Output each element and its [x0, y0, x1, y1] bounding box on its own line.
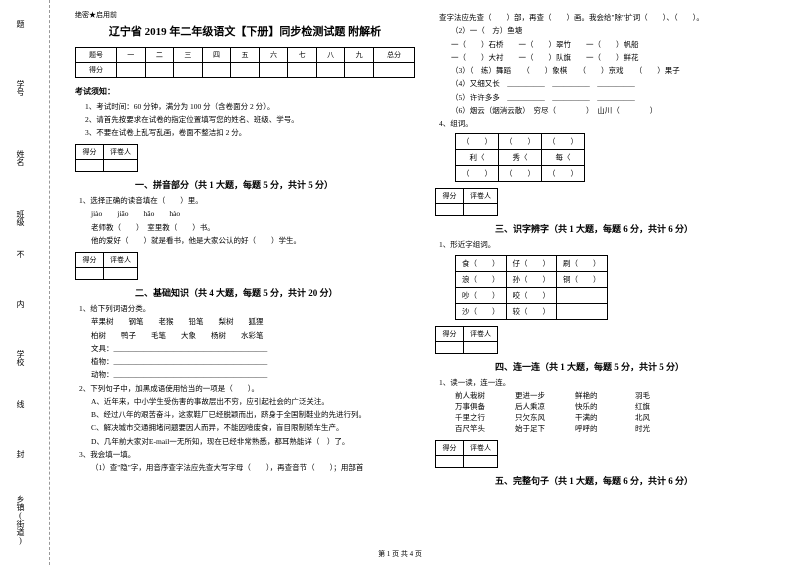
section1-title: 一、拼音部分（共 1 大题，每题 5 分，共计 5 分） [135, 178, 415, 191]
notice: 1、考试时间：60 分钟，满分为 100 分（含卷面分 2 分）。 [85, 101, 415, 112]
binding-margin: 乡镇(街道) 封 线 学校 内 不 班级 姓名 学号 题 [0, 0, 50, 565]
page-footer: 第 1 页 共 4 页 [0, 549, 800, 559]
right-top: 查字法应先查（ ）部，再查（ ）画。我会给"除"扩词（ ）、（ ）。 [439, 12, 775, 23]
section4-title: 四、连一连（共 1 大题，每题 5 分，共计 5 分） [495, 360, 775, 373]
bind-label: 姓名 [15, 150, 26, 166]
sub: 一（ ）石桥 一（ ）翠竹 一（ ）帆船 [451, 39, 775, 50]
hdr: 评卷人 [104, 253, 138, 268]
section5-title: 五、完整句子（共 1 大题，每题 6 分，共计 6 分） [495, 474, 775, 487]
opt: C、解决城市交通拥堵问题要因人而异，不能因噎废食，盲目限制轿车生产。 [91, 422, 415, 433]
hdr: 得分 [76, 253, 104, 268]
hdr: 得分 [436, 189, 464, 204]
th: 三 [174, 48, 203, 63]
th: 一 [117, 48, 146, 63]
s4-q1: 1、读一读，连一连。 [439, 377, 775, 388]
notice: 3、不要在试卷上乱写乱画，卷面不整洁扣 2 分。 [85, 127, 415, 138]
s2-q1: 1、给下列词语分类。 [79, 303, 415, 314]
bind-label: 学校 [15, 350, 26, 366]
th: 四 [202, 48, 231, 63]
bind-label: 封 [15, 450, 26, 458]
th: 八 [316, 48, 345, 63]
score-box: 得分 评卷人 [435, 188, 775, 216]
sub: （6）烟云（烟消云散） 穷尽（ ） 山川（ ） [451, 105, 775, 116]
th: 五 [231, 48, 260, 63]
opt: B、经过八年的艰苦奋斗，这家鞋厂已经脱颖而出，跻身于全国制鞋业的先进行列。 [91, 409, 415, 420]
th: 九 [345, 48, 374, 63]
section3-title: 三、识字辨字（共 1 大题，每题 6 分，共计 6 分） [495, 222, 775, 235]
score-box: 得分 评卷人 [75, 144, 415, 172]
bind-label: 题 [15, 20, 26, 28]
section2-title: 二、基础知识（共 4 大题，每题 5 分，共计 20 分） [135, 286, 415, 299]
th: 题号 [76, 48, 117, 63]
s3-q1: 1、形近字组词。 [439, 239, 775, 250]
score-box: 得分 评卷人 [435, 440, 775, 468]
s2-items: 柏树 鸭子 毛笔 大象 杨树 水彩笔 [91, 330, 415, 341]
exam-title: 辽宁省 2019 年二年级语文【下册】同步检测试题 附解析 [75, 23, 415, 39]
th: 六 [259, 48, 288, 63]
hdr: 评卷人 [104, 145, 138, 160]
sub: （2）一（ 方）鱼塘 [451, 25, 775, 36]
s2-q4: 4、组词。 [439, 118, 775, 129]
s1-line: 老师教（ ） 室里教（ ）书。 [91, 222, 415, 233]
opt: D、几年前大家对E-mail一无所知，现在已经非常熟悉，都耳熟能详（ ）了。 [91, 436, 415, 447]
link-row: 千里之行 只欠东风 干满的 北风 [455, 412, 775, 423]
opt: A、近年来，中小学生受伤害的事故层出不穷，应引起社会的广泛关注。 [91, 396, 415, 407]
s2-q2: 2、下列句子中，加黑成语使用恰当的一项是（ ）。 [79, 383, 415, 394]
content-columns: 绝密★启用前 辽宁省 2019 年二年级语文【下册】同步检测试题 附解析 题号 … [50, 0, 800, 565]
score-box: 得分 评卷人 [75, 252, 415, 280]
bind-label: 学号 [15, 80, 26, 96]
bind-label: 班级 [15, 210, 26, 226]
s2-items: 动物：_____________________________________… [91, 369, 415, 380]
bind-label: 乡镇(街道) [15, 495, 26, 545]
hdr: 得分 [76, 145, 104, 160]
bind-label: 线 [15, 400, 26, 408]
hdr: 评卷人 [464, 440, 498, 455]
s2-q3-line: （1）查"隐"字，用音序查字法应先查大写字母（ ），再查音节（ ）；用部首 [91, 462, 415, 473]
sub: （3）（ 练）舞蹈 （ ）象棋 （ ）京戏 （ ）果子 [451, 65, 775, 76]
bind-label: 不 [15, 250, 26, 258]
s1-q1: 1、选择正确的读音填在（ ）里。 [79, 195, 415, 206]
s2-items: 文具：_____________________________________… [91, 343, 415, 354]
zuci-table: （ ） （ ） （ ） 利〈 秀〈 每〈 （ ） （ ） （ ） [455, 133, 585, 182]
right-column: 查字法应先查（ ）部，再查（ ）画。我会给"除"扩词（ ）、（ ）。 （2）一（… [425, 10, 785, 555]
s1-line: 他的爱好（ ）就是看书，他是大家公认的好（ ）学生。 [91, 235, 415, 246]
th: 二 [145, 48, 174, 63]
score-box: 得分 评卷人 [435, 326, 775, 354]
notice: 2、请首先按要求在试卷的指定位置填写您的姓名、班级、学号。 [85, 114, 415, 125]
link-row: 百尺竿头 始于足下 呼呼的 时光 [455, 423, 775, 434]
score-summary-table: 题号 一 二 三 四 五 六 七 八 九 总分 得分 [75, 47, 415, 78]
link-row: 万事俱备 后人乘凉 快乐的 红旗 [455, 401, 775, 412]
sub: 一（ ）大衬 一（ ）队旗 一（ ）鲜花 [451, 52, 775, 63]
xingjin-table: 食（ ）仔（ ）刷（ ） 浪（ ）孙（ ）铜（ ） 吵（ ）咬（ ） 沙（ ）较… [455, 255, 608, 320]
td: 得分 [76, 63, 117, 78]
s2-items: 苹果树 钢笔 老猴 铅笔 梨树 狐狸 [91, 316, 415, 327]
hdr: 得分 [436, 440, 464, 455]
sub: （5）许许多多 __________ __________ __________ [451, 92, 775, 103]
link-row: 前人栽树 更进一步 鲜艳的 羽毛 [455, 390, 775, 401]
hdr: 得分 [436, 326, 464, 341]
sub: （4）又细又长 __________ __________ __________ [451, 78, 775, 89]
pinyin-row: jiào jiāo hǎo hào [91, 208, 415, 219]
bind-label: 内 [15, 300, 26, 308]
exam-notice-title: 考试须知： [75, 86, 415, 97]
hdr: 评卷人 [464, 326, 498, 341]
left-column: 绝密★启用前 辽宁省 2019 年二年级语文【下册】同步检测试题 附解析 题号 … [65, 10, 425, 555]
s2-items: 植物：_____________________________________… [91, 356, 415, 367]
th: 总分 [373, 48, 414, 63]
secrecy-tag: 绝密★启用前 [75, 10, 415, 20]
hdr: 评卷人 [464, 189, 498, 204]
s2-q3: 3、我会填一填。 [79, 449, 415, 460]
th: 七 [288, 48, 317, 63]
